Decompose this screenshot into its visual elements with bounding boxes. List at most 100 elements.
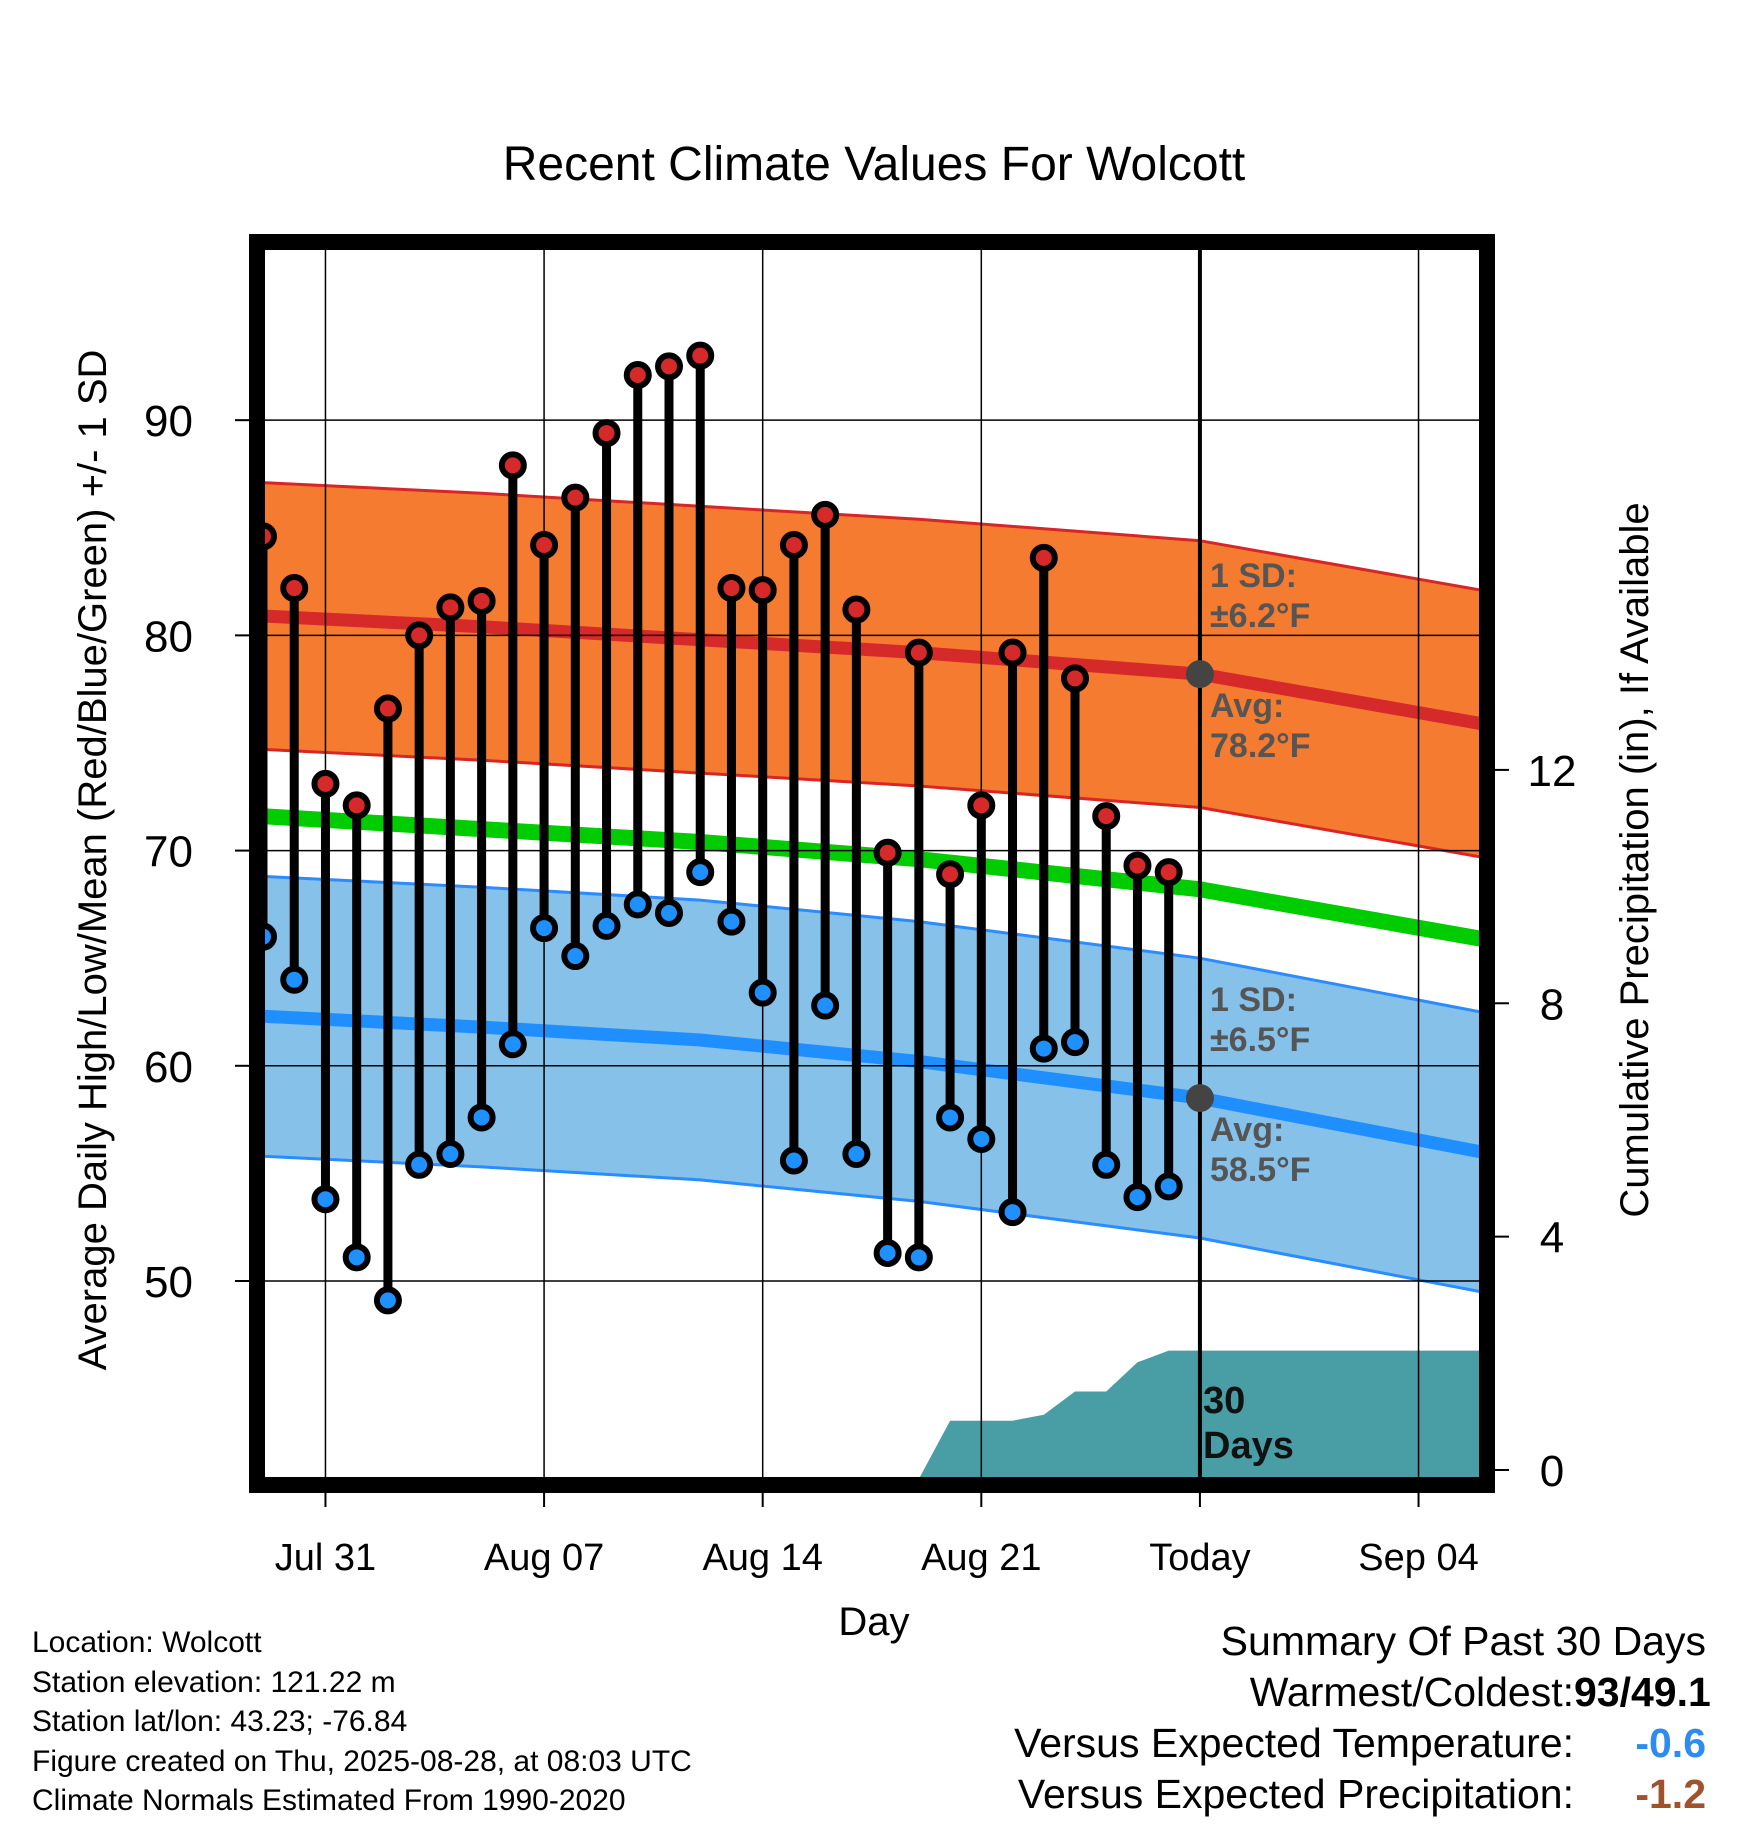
temp-diff-value: -0.6: [1635, 1720, 1706, 1766]
axes: 50 60 70 80 90 0 4 8 12 Jul 31 Aug 07 Aug 14 Aug 21 T…: [144, 234, 1576, 1579]
high-point: [748, 576, 777, 605]
high-point: [811, 500, 840, 529]
latlon-text: Station lat/lon: 43.23; -76.84: [32, 1705, 408, 1738]
high-point: [842, 595, 871, 624]
x-tick-label: Aug 07: [484, 1537, 604, 1579]
low-point: [998, 1198, 1027, 1227]
low-point: [623, 890, 652, 919]
high-avg-label: Avg:: [1210, 687, 1284, 725]
low-point: [280, 965, 309, 994]
window-annotation: 30 Days: [1203, 1380, 1294, 1467]
low-point: [811, 991, 840, 1020]
low-point: [498, 1030, 527, 1059]
summary-panel: Summary Of Past 30 Days Warmest/Coldest:…: [946, 1616, 1711, 1820]
low-point: [904, 1243, 933, 1272]
low-point: [873, 1239, 902, 1268]
high-point: [498, 451, 527, 480]
high-sd-band-lower-edge: [263, 747, 1481, 859]
high-point: [561, 483, 590, 512]
y-tick-label: 90: [144, 397, 193, 446]
low-avg-label: Avg:: [1210, 1111, 1284, 1149]
high-point: [623, 360, 652, 389]
y2-tick-label: 0: [1540, 1447, 1564, 1496]
low-point: [530, 914, 559, 943]
high-point: [1154, 858, 1183, 887]
elevation-text: Station elevation: 121.22 m: [32, 1665, 396, 1699]
low-point: [467, 1103, 496, 1132]
window-days-number: 30: [1203, 1380, 1245, 1422]
warmest-label: Warmest/Coldest:: [1249, 1669, 1574, 1715]
low-point: [936, 1103, 965, 1132]
low-point: [592, 911, 621, 940]
created-text: Figure created on Thu, 2025-08-28, at 08…: [32, 1744, 692, 1778]
x-tick-label: Aug 14: [702, 1537, 822, 1579]
high-sd-value: ±6.2°F: [1210, 597, 1310, 635]
high-point: [717, 574, 746, 603]
high-sd-annotation: 1 SD: ±6.2°F Avg: 78.2°F: [1210, 557, 1311, 765]
low-sd-annotation: 1 SD: ±6.5°F Avg: 58.5°F: [1210, 981, 1311, 1189]
low-point: [373, 1286, 402, 1315]
low-point: [311, 1185, 340, 1214]
y2-tick-label: 8: [1540, 980, 1564, 1029]
low-point: [1092, 1150, 1121, 1179]
normal-low-line: [263, 1009, 1481, 1159]
high-point: [280, 574, 309, 603]
high-point: [373, 694, 402, 723]
y-tick-label: 70: [144, 828, 193, 877]
summary-precip-row: Versus Expected Precipitation: -1.2: [946, 1769, 1706, 1820]
high-point: [342, 791, 371, 820]
temp-diff-label: Versus Expected Temperature:: [1014, 1720, 1574, 1766]
low-point: [1154, 1172, 1183, 1201]
y2-tick-label: 4: [1540, 1214, 1564, 1263]
high-point: [655, 352, 683, 381]
high-point: [904, 638, 933, 667]
low-point: [748, 978, 777, 1007]
low-sd-band: [263, 876, 1481, 1292]
low-point: [1123, 1183, 1152, 1212]
low-point: [405, 1150, 434, 1179]
warmest-value: 93/49.1: [1574, 1669, 1711, 1715]
high-avg-value: 78.2°F: [1210, 727, 1311, 765]
high-point: [436, 593, 465, 622]
y-tick-label: 60: [144, 1043, 193, 1092]
high-point: [998, 638, 1027, 667]
low-point: [967, 1124, 996, 1153]
x-axis-label: Day: [838, 1600, 909, 1644]
high-point: [1061, 664, 1089, 693]
low-sd-label: 1 SD:: [1210, 981, 1297, 1019]
low-sd-value: ±6.5°F: [1210, 1021, 1310, 1059]
plot-area: [263, 248, 1481, 1479]
high-point: [467, 586, 496, 615]
precip-diff-value: -1.2: [1635, 1771, 1706, 1817]
high-point: [686, 341, 715, 370]
high-point: [1029, 543, 1058, 572]
precip-diff-label: Versus Expected Precipitation:: [1017, 1771, 1574, 1817]
low-point: [263, 922, 277, 951]
today-low-avg-marker: [1185, 1084, 1214, 1113]
y2-axis-label: Cumulative Precipitation (in), If Availa…: [1613, 502, 1657, 1217]
low-point: [436, 1140, 465, 1169]
summary-temp-row: Versus Expected Temperature: -0.6: [946, 1718, 1706, 1769]
normals-text: Climate Normals Estimated From 1990-2020: [32, 1784, 626, 1817]
low-point: [717, 907, 746, 936]
y-axis-label: Average Daily High/Low/Mean (Red/Blue/Gr…: [71, 350, 115, 1371]
low-point: [842, 1140, 871, 1169]
high-point: [936, 860, 965, 889]
low-point: [686, 858, 715, 887]
low-sd-band-upper-edge: [263, 874, 1481, 1014]
high-point: [1123, 851, 1152, 880]
x-tick-label: Sep 04: [1358, 1537, 1478, 1579]
summary-warmest-row: Warmest/Coldest: 93/49.1: [946, 1667, 1711, 1718]
high-sd-band: [263, 482, 1481, 857]
high-point: [311, 769, 340, 798]
summary-title: Summary Of Past 30 Days: [1220, 1618, 1706, 1664]
low-avg-value: 58.5°F: [1210, 1151, 1311, 1189]
low-point: [655, 898, 683, 927]
low-point: [1029, 1034, 1058, 1063]
low-point: [342, 1243, 371, 1272]
high-point: [967, 791, 996, 820]
plot-frame: [249, 234, 1495, 1493]
high-point: [873, 838, 902, 867]
y-tick-label: 50: [144, 1258, 193, 1307]
low-point: [561, 942, 590, 971]
